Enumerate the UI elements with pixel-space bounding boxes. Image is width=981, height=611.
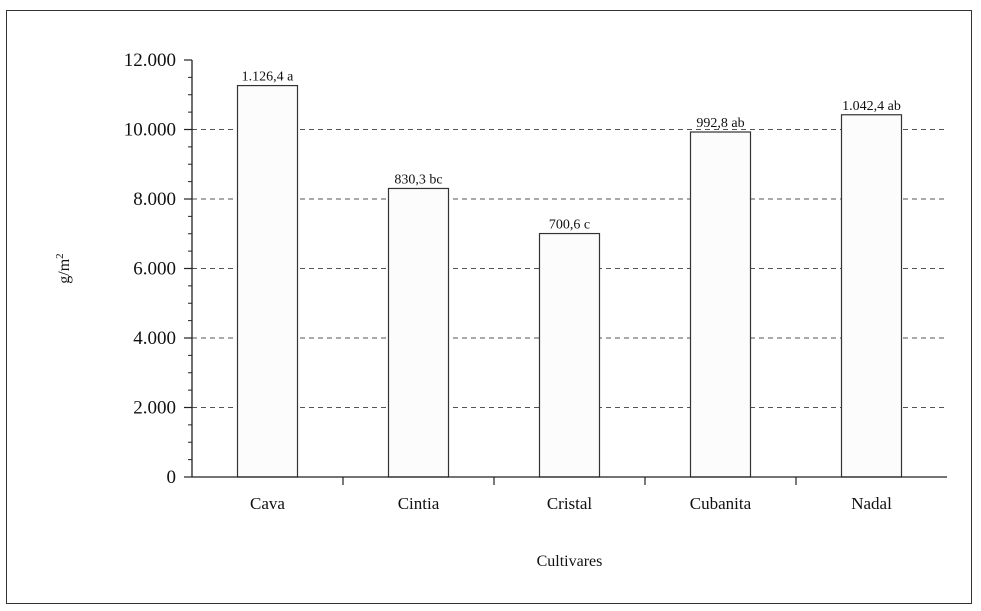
x-tick-label: Cristal [547, 494, 593, 513]
bar [387, 187, 450, 478]
y-axis-title-superscript: 2 [54, 253, 66, 259]
y-tick-label: 4.000 [133, 328, 176, 349]
y-tick-label: 2.000 [133, 398, 176, 419]
axes [184, 59, 947, 485]
data-label: 700,6 c [549, 218, 590, 233]
y-axis-title-base: g/m [56, 258, 73, 283]
bar [236, 84, 299, 478]
y-tick-label: 8.000 [133, 189, 176, 210]
bar [538, 232, 601, 478]
data-label: 1.042,4 ab [842, 99, 901, 114]
data-label: 1.126,4 a [242, 70, 295, 85]
labels: 1.126,4 a Cava 830,3 bc Cintia 700,6 c Crista… [124, 50, 901, 513]
x-tick-label: Cava [250, 494, 285, 513]
bar [840, 114, 903, 478]
x-tick-label: Nadal [851, 494, 892, 513]
y-tick-label: 10.000 [124, 120, 176, 141]
x-tick-label: Cintia [398, 494, 440, 513]
chart-frame: 1.126,4 a Cava 830,3 bc Cintia 700,6 c Crista… [6, 10, 972, 604]
y-axis-title: g/m2 [54, 253, 73, 283]
x-tick-label: Cubanita [690, 494, 752, 513]
bar [689, 131, 752, 478]
y-tick-label: 12.000 [124, 50, 176, 71]
bars [236, 84, 903, 478]
data-label: 830,3 bc [394, 172, 442, 187]
x-axis-title: Cultivares [537, 553, 603, 570]
bar-chart: 1.126,4 a Cava 830,3 bc Cintia 700,6 c Crista… [54, 50, 947, 570]
y-tick-label: 0 [167, 467, 177, 488]
data-label: 992,8 ab [696, 116, 744, 131]
y-tick-label: 6.000 [133, 259, 176, 280]
